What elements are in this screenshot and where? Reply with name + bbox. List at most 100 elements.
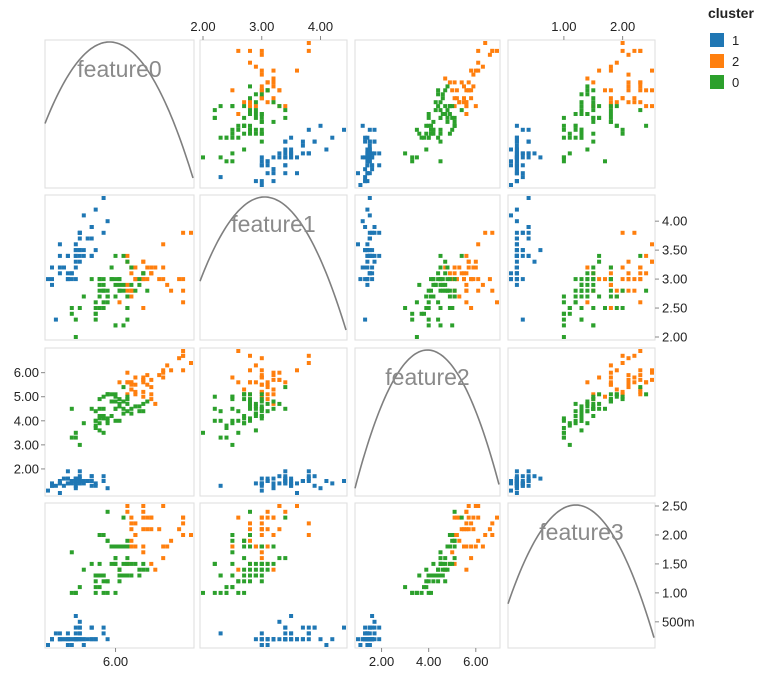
point-cluster-0-15 (242, 416, 247, 421)
point-cluster-2-10 (295, 368, 299, 373)
point-cluster-2-26 (129, 521, 134, 526)
point-cluster-0-21 (443, 112, 448, 116)
point-cluster-2-25 (483, 533, 488, 537)
point-cluster-0-35 (429, 277, 433, 282)
point-cluster-0-33 (591, 271, 596, 276)
point-cluster-1-47 (367, 236, 372, 241)
point-cluster-1-47 (514, 479, 519, 483)
point-cluster-1-13 (259, 643, 264, 647)
point-cluster-2-30 (125, 380, 130, 385)
point-cluster-0-21 (117, 401, 122, 406)
point-cluster-2-8 (608, 282, 613, 287)
left-tick-label-feature2-2: 4.00 (14, 413, 39, 428)
point-cluster-2-29 (181, 277, 186, 282)
point-cluster-1-34 (514, 159, 519, 164)
point-cluster-0-52 (97, 397, 102, 402)
point-cluster-2-34 (638, 271, 643, 276)
point-cluster-0-41 (242, 573, 247, 578)
point-cluster-1-17 (365, 248, 370, 253)
point-cluster-1-23 (532, 151, 537, 156)
left-tick-label-feature2-0: 2.00 (14, 461, 39, 476)
top-tick-label-feature1-0: 2.00 (190, 19, 215, 34)
point-cluster-0-44 (121, 573, 126, 578)
point-cluster-1-13 (46, 643, 50, 647)
panel-frame-2-1 (199, 347, 348, 497)
point-cluster-0-21 (248, 401, 252, 406)
point-cluster-2-2 (450, 550, 455, 555)
point-cluster-1-15 (526, 196, 531, 200)
point-cluster-0-20 (591, 306, 596, 310)
point-cluster-0-31 (438, 561, 443, 566)
point-cluster-0-44 (253, 573, 258, 578)
point-cluster-0-57 (452, 544, 457, 549)
point-cluster-0-29 (242, 579, 247, 584)
density-curve-feature3 (507, 504, 655, 638)
point-cluster-0-2 (133, 288, 138, 293)
point-cluster-0-58 (113, 544, 118, 549)
point-cluster-1-17 (77, 481, 82, 486)
point-cluster-0-52 (248, 131, 252, 136)
point-cluster-1-5 (372, 225, 377, 229)
point-cluster-0-3 (438, 288, 443, 293)
point-cluster-0-60 (121, 385, 126, 390)
point-cluster-1-20 (514, 474, 519, 479)
point-cluster-1-48 (73, 259, 78, 264)
point-cluster-1-12 (509, 163, 513, 168)
point-cluster-2-24 (614, 60, 619, 65)
point-cluster-1-37 (50, 277, 54, 282)
point-cluster-1-43 (377, 230, 382, 235)
point-cluster-2-28 (117, 300, 122, 305)
point-cluster-1-14 (105, 637, 110, 642)
point-cluster-2-7 (626, 356, 631, 361)
point-cluster-2-5 (464, 544, 469, 549)
point-cluster-1-45 (514, 230, 519, 235)
point-cluster-0-24 (445, 567, 450, 572)
point-cluster-2-26 (632, 380, 637, 385)
point-cluster-1-19 (306, 479, 311, 483)
point-cluster-0-7 (585, 147, 590, 152)
point-cluster-0-0 (129, 561, 134, 566)
point-cluster-1-43 (77, 625, 82, 630)
point-cluster-2-38 (454, 96, 459, 101)
point-cluster-0-15 (242, 590, 247, 595)
panel-frame-3-3 (507, 502, 656, 649)
point-cluster-0-27 (422, 311, 426, 316)
point-cluster-2-6 (469, 96, 474, 101)
point-cluster-0-26 (561, 127, 566, 132)
point-cluster-1-16 (89, 483, 94, 488)
point-cluster-2-24 (476, 538, 481, 543)
point-cluster-0-22 (129, 573, 134, 578)
point-cluster-1-15 (367, 196, 372, 200)
point-cluster-0-11 (443, 567, 448, 572)
point-cluster-0-28 (561, 311, 566, 316)
point-cluster-0-13 (141, 567, 146, 572)
panel-frame-0-3 (507, 39, 656, 189)
point-cluster-1-32 (324, 147, 329, 152)
point-cluster-2-22 (626, 380, 631, 385)
point-cluster-2-18 (466, 80, 471, 85)
point-cluster-1-45 (514, 151, 519, 156)
point-cluster-1-18 (306, 127, 311, 132)
point-cluster-0-53 (125, 294, 130, 299)
point-cluster-0-21 (573, 288, 578, 293)
point-cluster-0-59 (614, 294, 619, 299)
point-cluster-2-7 (259, 52, 264, 57)
point-cluster-1-43 (526, 151, 531, 156)
point-cluster-0-2 (248, 561, 252, 566)
point-cluster-0-51 (591, 323, 596, 328)
point-cluster-2-33 (644, 271, 649, 276)
point-cluster-2-8 (480, 282, 485, 287)
point-cluster-2-2 (450, 277, 455, 282)
point-cluster-0-33 (265, 88, 270, 93)
point-cluster-2-5 (608, 380, 613, 385)
point-cluster-0-49 (620, 127, 625, 132)
point-cluster-1-18 (101, 474, 106, 479)
right-tick-label-feature1-2: 3.00 (662, 272, 687, 287)
point-cluster-0-28 (561, 426, 566, 430)
point-cluster-2-30 (283, 104, 288, 109)
point-cluster-1-43 (377, 151, 382, 156)
point-cluster-0-7 (242, 567, 247, 572)
point-cluster-2-34 (265, 392, 270, 397)
point-cluster-1-14 (514, 219, 519, 224)
point-cluster-2-14 (129, 515, 134, 520)
